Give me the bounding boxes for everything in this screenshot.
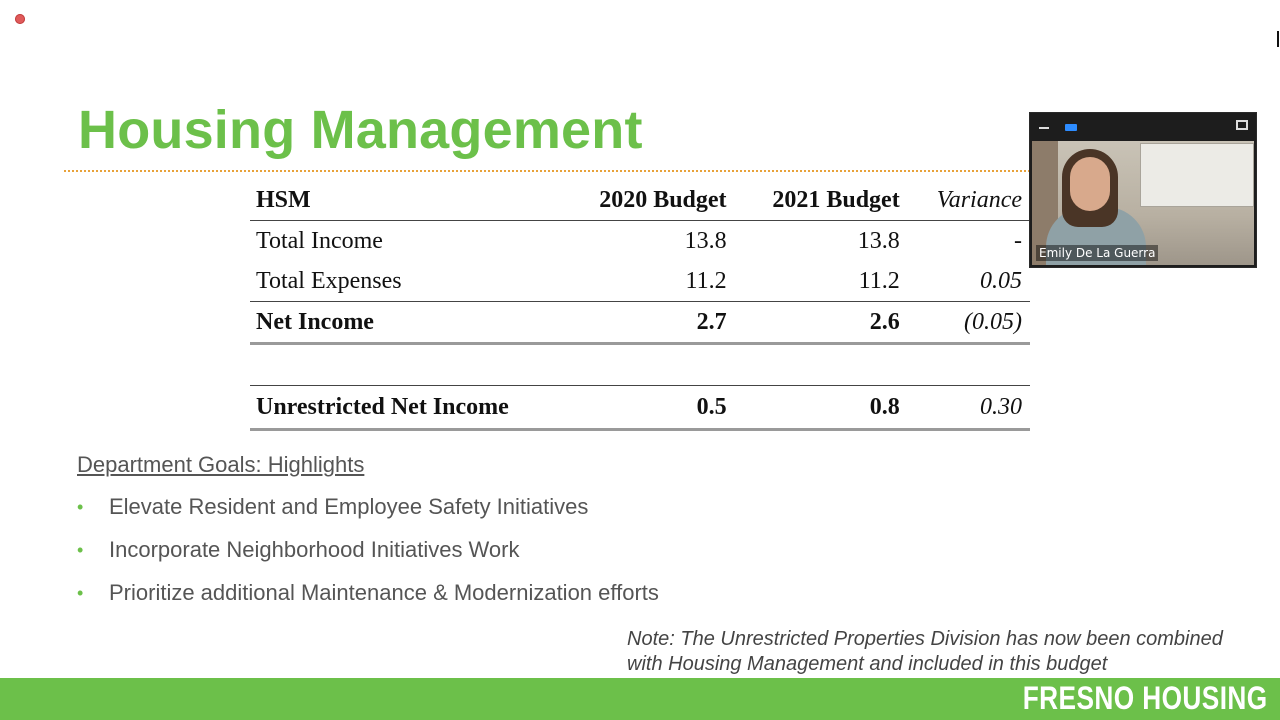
recording-dot-icon [15, 14, 25, 24]
cell-2021: 11.2 [858, 267, 900, 294]
participant-face [1070, 157, 1110, 211]
bullet-icon: • [77, 583, 84, 603]
mouse-cursor [1277, 31, 1279, 47]
participant-video-tile[interactable]: Emily De La Guerra [1029, 112, 1257, 268]
video-tile-toolbar [1030, 113, 1256, 141]
bullet-icon: • [77, 540, 84, 560]
header-variance: Variance [911, 180, 1030, 221]
cell-2020: 0.5 [565, 385, 739, 431]
background-whiteboard [1140, 143, 1254, 207]
cell-2021: 2.6 [738, 301, 912, 345]
table-row: Total Expenses 11.2 11.2 0.05 [250, 261, 1030, 302]
table-spacer-row [250, 344, 1030, 386]
list-item: • Incorporate Neighborhood Initiatives Wo… [77, 533, 659, 576]
minimize-icon[interactable] [1039, 127, 1049, 129]
title-divider [64, 170, 1030, 172]
cell-2020: 13.8 [684, 227, 727, 254]
participant-video: Emily De La Guerra [1032, 141, 1254, 265]
cell-variance: 0.30 [911, 385, 1030, 431]
cell-2020: 11.2 [685, 267, 727, 294]
cell-2021: 13.8 [857, 227, 900, 254]
header-hsm: HSM [250, 180, 566, 221]
brand-logo-text: FRESNO HOUSING [1023, 680, 1268, 716]
budget-table: HSM 2020 Budget 2021 Budget Variance Tot… [250, 180, 1030, 431]
table-header-row: HSM 2020 Budget 2021 Budget Variance [250, 180, 1030, 221]
spacer-cell [250, 344, 565, 386]
spacer-cell [565, 344, 738, 386]
cell-variance: 0.05 [980, 267, 1022, 294]
goal-text: Incorporate Neighborhood Initiatives Wor… [109, 537, 520, 562]
table-row: Net Income 2.7 2.6 (0.05) [250, 301, 1030, 345]
list-item: • Prioritize additional Maintenance & Mod… [77, 576, 659, 619]
table-row: Total Income 13.8 13.8 - [250, 221, 1030, 262]
row-label: Net Income [250, 301, 566, 345]
maximize-icon[interactable] [1236, 120, 1248, 130]
spacer-cell [912, 344, 1030, 386]
table-row: Unrestricted Net Income 0.5 0.8 0.30 [250, 385, 1030, 431]
header-2020-budget: 2020 Budget [565, 180, 739, 221]
goals-list: • Elevate Resident and Employee Safety In… [77, 490, 659, 619]
goal-text: Elevate Resident and Employee Safety Ini… [109, 494, 589, 519]
goal-text: Prioritize additional Maintenance & Mode… [109, 580, 659, 605]
header-2021-budget: 2021 Budget [738, 180, 912, 221]
budget-note: Note: The Unrestricted Properties Divisi… [627, 627, 1277, 677]
list-item: • Elevate Resident and Employee Safety In… [77, 490, 659, 533]
row-label: Total Expenses [256, 267, 402, 294]
row-label: Total Income [256, 227, 383, 254]
goals-heading: Department Goals: Highlights [77, 452, 365, 477]
row-label: Unrestricted Net Income [250, 385, 566, 431]
note-line: with Housing Management and included in … [627, 653, 1108, 675]
bullet-icon: • [77, 497, 84, 517]
spacer-cell [739, 344, 912, 386]
footer-bar: FRESNO HOUSING [0, 678, 1280, 720]
cell-2020: 2.7 [565, 301, 739, 345]
cell-variance: (0.05) [911, 301, 1030, 345]
camera-icon[interactable] [1065, 124, 1077, 131]
slide-title: Housing Management [78, 100, 643, 160]
participant-name: Emily De La Guerra [1036, 245, 1159, 261]
note-line: Note: The Unrestricted Properties Divisi… [627, 628, 1223, 650]
cell-variance: - [1014, 227, 1022, 254]
cell-2021: 0.8 [738, 385, 912, 431]
